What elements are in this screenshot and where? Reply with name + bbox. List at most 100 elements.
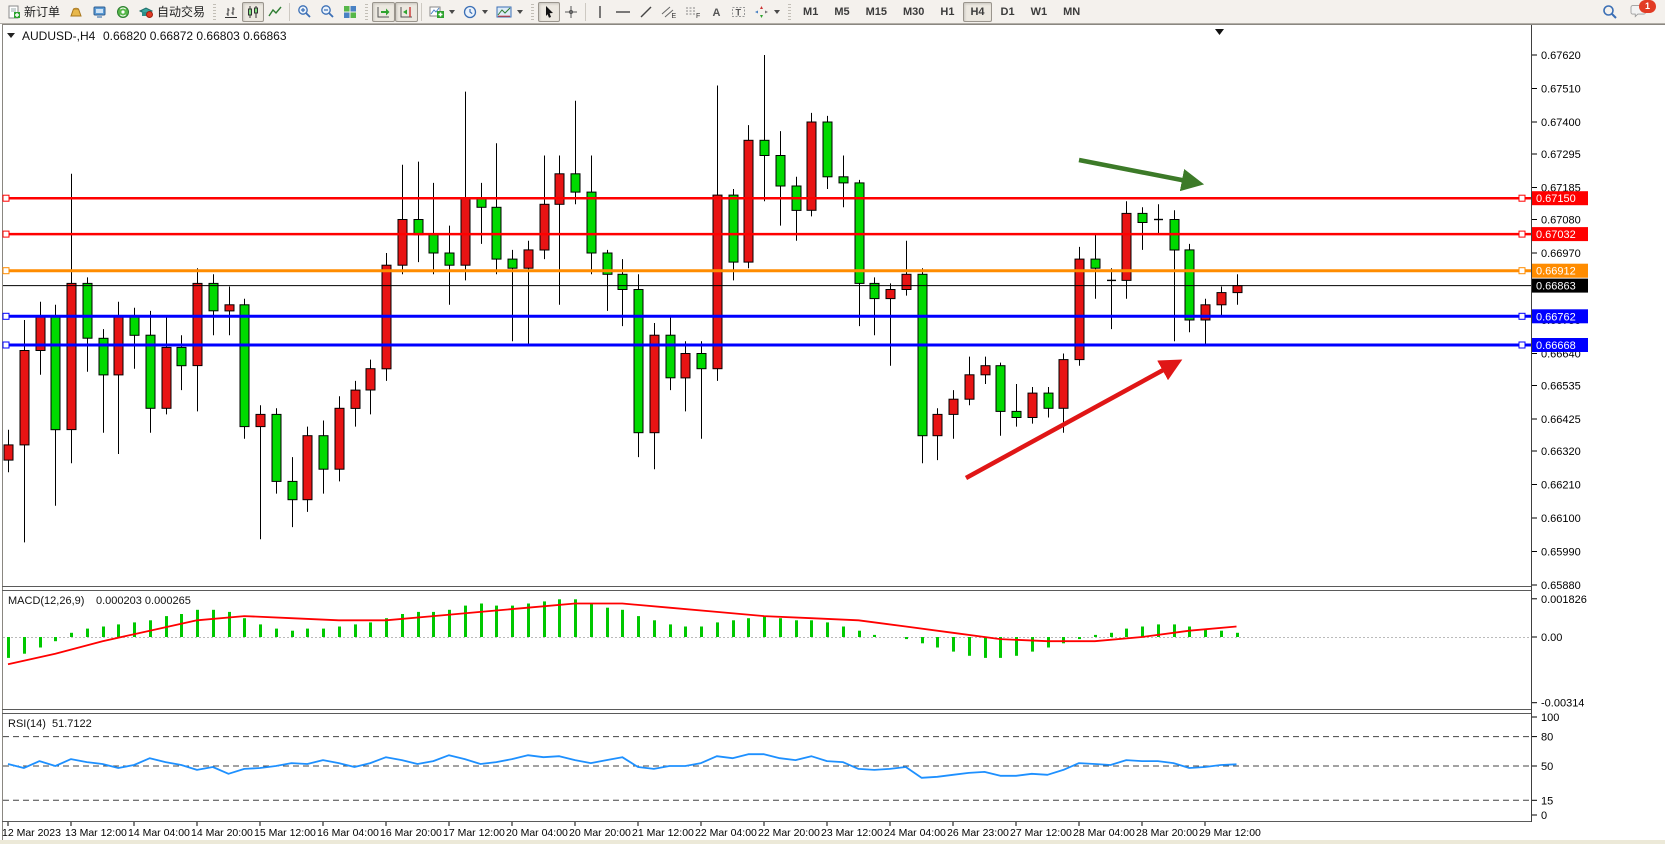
price-badge-label: 0.67150	[1536, 193, 1576, 205]
cursor-button[interactable]	[538, 1, 561, 22]
candlestick-series	[3, 55, 1243, 543]
timeframe-button-m15[interactable]: M15	[865, 5, 887, 18]
channel-button[interactable]: E	[657, 2, 681, 22]
line-handle[interactable]	[1518, 230, 1526, 238]
candle-body	[224, 304, 235, 312]
line-handle[interactable]	[2, 230, 10, 238]
candle-body	[239, 304, 250, 428]
time-label: 16 Mar 20:00	[380, 827, 442, 839]
timeframe-button-h1[interactable]: H1	[940, 5, 955, 18]
candle-body	[129, 316, 140, 336]
symbol-dropdown-icon[interactable]	[7, 33, 15, 38]
timeframe-button-m1[interactable]: M1	[803, 5, 819, 18]
line-handle[interactable]	[2, 312, 10, 320]
virtual-hosting-button[interactable]	[88, 2, 112, 22]
search-button[interactable]	[1598, 2, 1622, 22]
time-label: 28 Mar 20:00	[1136, 827, 1198, 839]
market-button[interactable]	[64, 2, 88, 22]
autotrade-icon	[138, 6, 154, 18]
text-button[interactable]: A	[705, 2, 727, 22]
line-handle[interactable]	[1518, 341, 1526, 349]
line-chart-button[interactable]	[264, 2, 286, 22]
line-handle[interactable]	[1518, 312, 1526, 320]
signals-button[interactable]	[112, 2, 134, 22]
red-trend-arrow[interactable]	[964, 359, 1183, 480]
candle-body	[554, 173, 565, 205]
candle-body	[964, 374, 975, 400]
zoom-in-button[interactable]	[293, 2, 316, 22]
autotrade-button[interactable]: 自动交易	[134, 2, 209, 22]
fibonacci-button[interactable]: F	[681, 2, 705, 22]
time-label: 15 Mar 12:00	[254, 827, 316, 839]
price-label: 0.66210	[1541, 480, 1581, 492]
candle-body	[617, 273, 628, 290]
time-label: 29 Mar 12:00	[1199, 827, 1261, 839]
candle-body	[1011, 410, 1022, 418]
chart-background[interactable]	[2, 25, 1664, 840]
cursor-icon	[546, 5, 554, 18]
macd-axis-label: -0.00314	[1541, 698, 1584, 710]
svg-text:A: A	[712, 7, 720, 19]
periods-button[interactable]	[459, 2, 492, 22]
horizontal-line-button[interactable]	[611, 2, 635, 22]
line-handle[interactable]	[1518, 267, 1526, 275]
new-order-label: 新订单	[24, 5, 61, 19]
candle-body	[302, 435, 313, 501]
label-button[interactable]: T	[727, 2, 750, 22]
indicators-button[interactable]	[425, 2, 459, 22]
time-label: 21 Mar 12:00	[632, 827, 694, 839]
price-axis-background[interactable]	[1532, 25, 1665, 840]
vertical-line-button[interactable]	[589, 2, 611, 22]
candle-body	[1058, 359, 1069, 409]
notifications-button[interactable]: 1	[1630, 0, 1656, 22]
candle-body	[838, 176, 849, 184]
candle-body	[586, 191, 597, 254]
zoom-out-button[interactable]	[316, 2, 339, 22]
price-label: 0.67400	[1541, 117, 1581, 129]
chart-shift-marker[interactable]	[1215, 29, 1224, 35]
line-handle[interactable]	[1518, 194, 1526, 202]
timeframe-button-h4[interactable]: H4	[963, 1, 992, 22]
zoom-in-icon	[298, 5, 311, 18]
candle-body	[271, 413, 282, 482]
candle-body	[476, 197, 487, 208]
timeframe-button-m30[interactable]: M30	[903, 5, 925, 18]
arrows-button[interactable]	[750, 2, 784, 22]
auto-scroll-button[interactable]	[372, 1, 396, 22]
candle-body	[570, 173, 581, 193]
tile-windows-button[interactable]	[339, 2, 361, 22]
candle-body	[869, 282, 880, 300]
candle-body	[1184, 249, 1195, 321]
line-handle[interactable]	[2, 341, 10, 349]
line-handle[interactable]	[2, 194, 10, 202]
time-axis[interactable]: 12 Mar 2023 13 Mar 12:00 14 Mar 04:00 14 Ma…	[2, 822, 1261, 839]
bar-chart-button[interactable]	[220, 2, 242, 22]
timeframe-button-d1[interactable]: D1	[1000, 5, 1015, 18]
green-trend-arrow[interactable]	[1078, 157, 1205, 192]
candle-body	[3, 444, 14, 461]
candle-body	[428, 234, 439, 254]
timeframe-button-m5[interactable]: M5	[834, 5, 850, 18]
timeframe-button-mn[interactable]: MN	[1063, 5, 1081, 18]
chart-shift-button[interactable]	[395, 1, 419, 22]
candle-body	[602, 252, 613, 275]
candle-body	[806, 121, 817, 211]
candlestick-chart-button[interactable]	[242, 1, 265, 22]
toolbar-separator	[585, 2, 587, 21]
price-label: 0.67510	[1541, 84, 1581, 96]
trendline-button[interactable]	[635, 2, 657, 22]
candle-body	[948, 398, 959, 415]
line-handle[interactable]	[2, 267, 10, 275]
text-icon: A	[712, 7, 720, 19]
candle-body	[523, 249, 534, 269]
timeframe-button-w1[interactable]: W1	[1030, 5, 1048, 18]
gold-ingot-icon	[70, 7, 82, 16]
new-order-button[interactable]: 新订单	[3, 2, 64, 22]
macd-axis-label: 0.00	[1541, 632, 1562, 644]
candlestick-chart-icon	[248, 5, 259, 18]
templates-button[interactable]	[492, 2, 527, 22]
time-label: 20 Mar 20:00	[569, 827, 631, 839]
crosshair-button[interactable]	[560, 2, 582, 22]
macd-axis-label: 0.001826	[1541, 594, 1587, 606]
